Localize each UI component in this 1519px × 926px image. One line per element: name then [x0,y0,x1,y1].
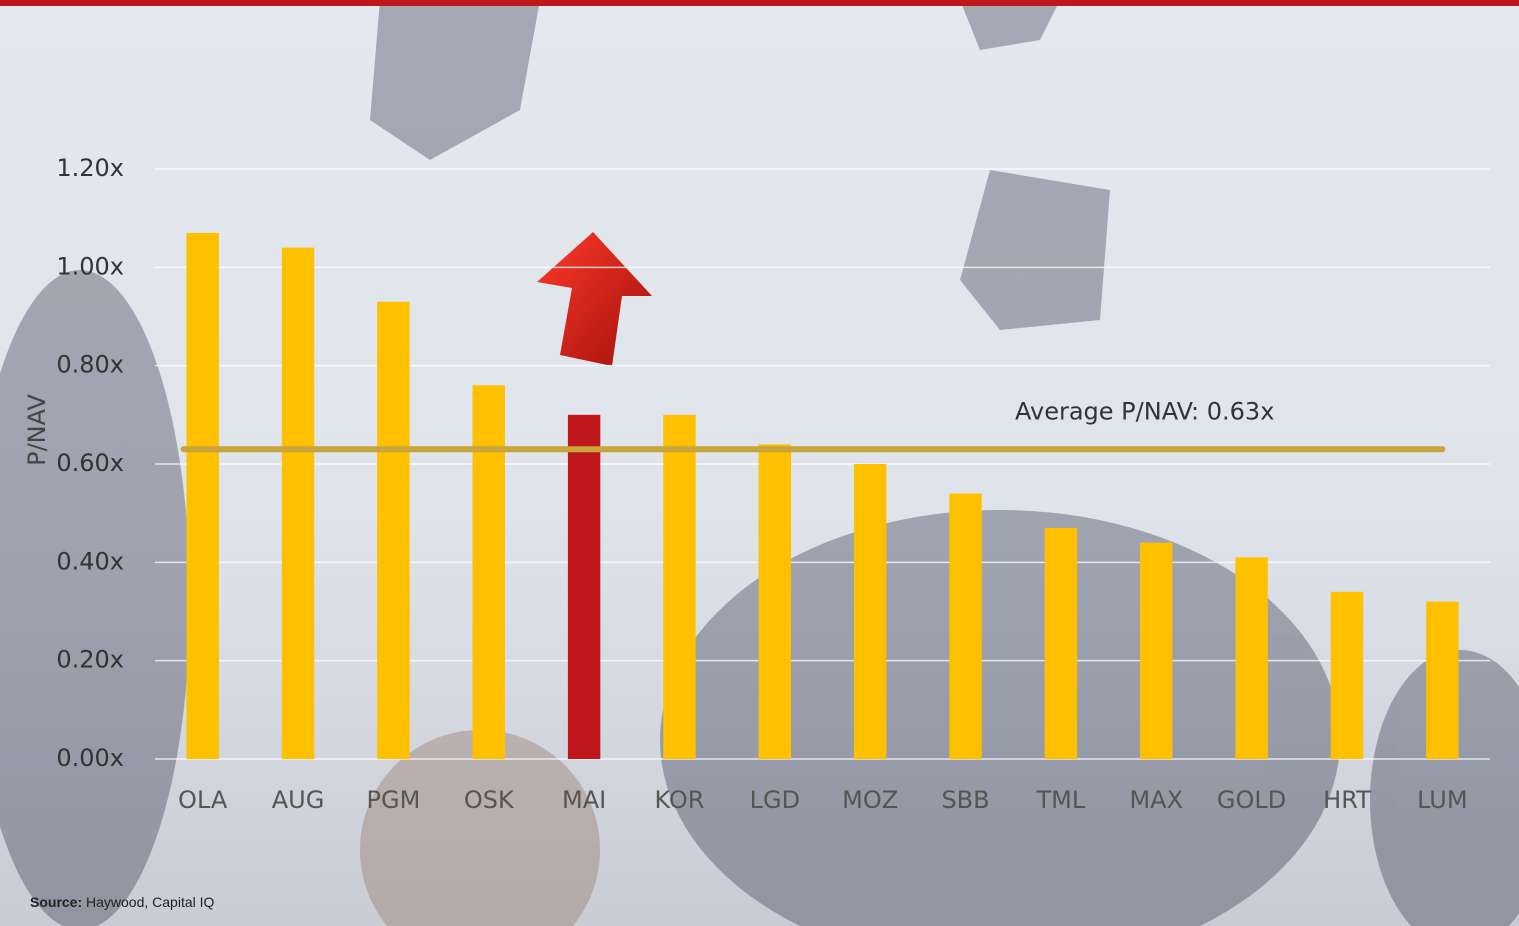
y-tick-label: 0.60x [56,449,124,477]
average-label: Average P/NAV: 0.63x [1015,397,1274,425]
source-note: Source: Haywood, Capital IQ [30,894,215,910]
bar [854,464,886,759]
bar [186,233,218,759]
x-tick-label: SBB [941,786,989,814]
x-tick-label: MAX [1129,786,1183,814]
x-tick-label: OSK [464,786,515,814]
chart: P/NAV Source: Haywood, Capital IQ 0.00x 0… [0,0,1519,926]
x-tick-label: PGM [367,786,421,814]
x-tick-label: LUM [1417,786,1467,814]
x-tick-label: MOZ [842,786,898,814]
bar [1045,528,1077,759]
x-tick-label: LGD [750,786,800,814]
x-tick-label: KOR [654,786,704,814]
y-tick-label: 1.00x [56,252,124,280]
source-label: Source: [30,894,82,910]
top-bar [0,0,1519,6]
bar [1331,592,1363,759]
y-tick-label: 0.40x [56,547,124,575]
x-tick-label: TML [1036,786,1086,814]
y-tick-label: 0.00x [56,744,124,772]
x-tick-label: GOLD [1217,786,1286,814]
y-tick-label: 1.20x [56,154,124,182]
bar [282,248,314,759]
source-text: Haywood, Capital IQ [86,894,215,910]
bar [1426,602,1458,759]
bar [377,302,409,759]
bar [473,385,505,759]
x-tick-label: MAI [562,786,606,814]
x-tick-label: OLA [178,786,228,814]
bar [949,494,981,760]
y-tick-label: 0.80x [56,351,124,379]
y-tick-label: 0.20x [56,646,124,674]
bar [663,415,695,759]
bar [568,415,600,759]
x-tick-label: HRT [1323,786,1371,814]
y-axis-label: P/NAV [23,394,51,466]
page: {"chart_data": {"type": "bar", "y_label"… [0,0,1519,926]
x-tick-label: AUG [272,786,325,814]
bar [759,444,791,759]
bar [1235,557,1267,759]
bar [1140,543,1172,759]
